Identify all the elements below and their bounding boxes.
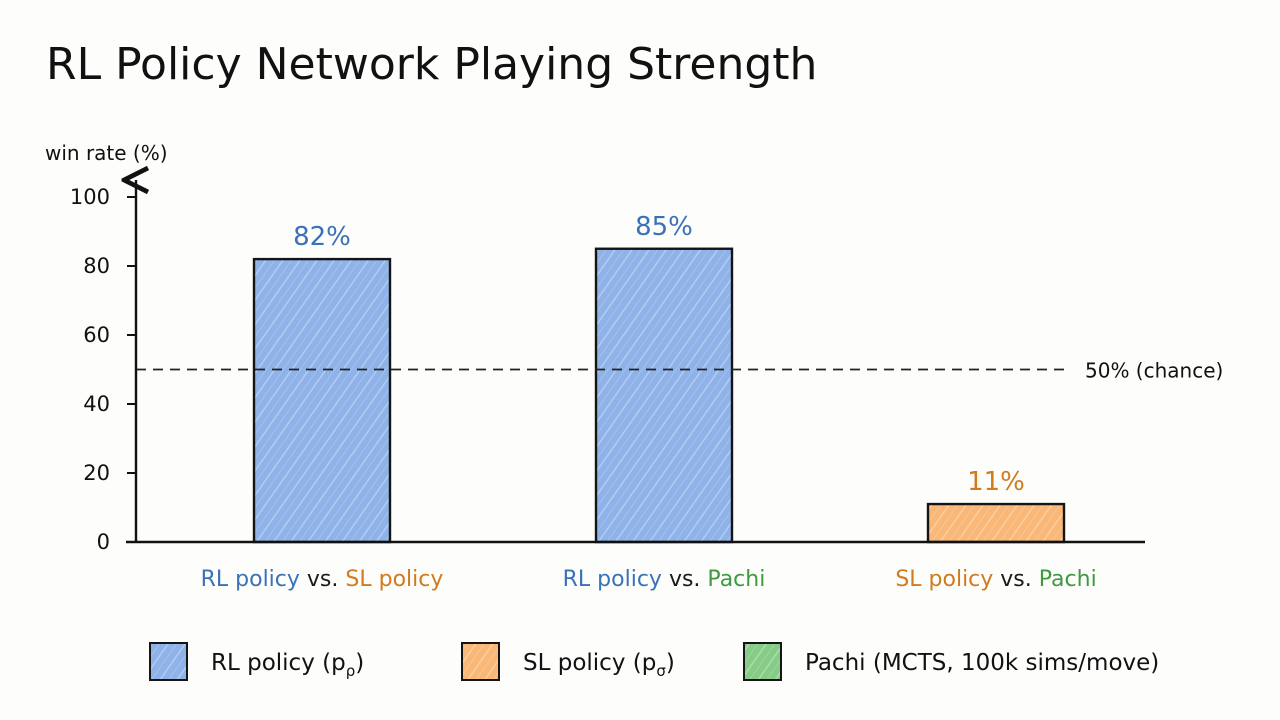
legend-label-main: Pachi (MCTS, 100k sims/move) [805, 650, 1159, 676]
axes [126, 180, 1145, 544]
category-labels: RL policy vs. SL policy RL policy vs. Pac… [201, 567, 1097, 592]
legend-label-subscript: σ [656, 662, 666, 680]
bar-hatch [596, 248, 732, 542]
legend-label-close: ) [666, 650, 675, 676]
y-axis-label: win rate (%) [45, 141, 168, 165]
legend-item-rl: RL policy (pρ) [149, 642, 364, 681]
category-label-part: SL policy [895, 567, 993, 592]
y-tick-label: 40 [83, 392, 110, 416]
category-label-part: vs. [662, 567, 707, 592]
bar-hatch [928, 504, 1064, 542]
category-label-part: RL policy [201, 567, 300, 592]
y-tick-label: 0 [97, 530, 110, 554]
legend-item-pachi: Pachi (MCTS, 100k sims/move) [743, 642, 1159, 681]
category-label-part: vs. [993, 567, 1038, 592]
legend-swatch-outline [149, 642, 188, 681]
category-label-part: vs. [300, 567, 345, 592]
chart-title: RL Policy Network Playing Strength [46, 39, 817, 90]
legend-label-main: SL policy (p [523, 650, 656, 676]
bar-hatch [254, 259, 390, 542]
bars [252, 247, 1066, 544]
category-label-1: RL policy vs. SL policy [201, 567, 444, 592]
legend-swatch-outline [743, 642, 782, 681]
legend-label-subscript: ρ [346, 662, 356, 680]
legend-item-sl: SL policy (pσ) [461, 642, 675, 681]
data-label-2: 85% [635, 212, 693, 242]
category-label-part: SL policy [345, 567, 443, 592]
legend-label: RL policy (pρ) [211, 650, 364, 680]
category-label-3: SL policy vs. Pachi [895, 567, 1096, 592]
legend-label: Pachi (MCTS, 100k sims/move) [805, 650, 1159, 676]
category-label-2: RL policy vs. Pachi [563, 567, 766, 592]
legend-swatch-hatch [462, 643, 499, 680]
y-tick-label: 20 [83, 461, 110, 485]
y-axis-ticks: 0 20 40 60 80 100 [70, 185, 137, 554]
legend-label-close: ) [355, 650, 364, 676]
data-labels: 82% 85% 11% [293, 212, 1025, 497]
y-tick-label: 100 [70, 185, 110, 209]
reference-line-group: 50% (chance) [136, 359, 1223, 383]
category-label-part: RL policy [563, 567, 662, 592]
bar-2 [594, 247, 734, 544]
legend-swatch-hatch [150, 643, 187, 680]
legend-label-main: RL policy (p [211, 650, 346, 676]
legend: RL policy (pρ) SL policy (pσ) Pachi (MCTS,… [149, 642, 1159, 681]
data-label-1: 82% [293, 222, 351, 252]
bar-1 [252, 257, 392, 544]
y-tick-label: 80 [83, 254, 110, 278]
bar-3 [926, 502, 1066, 544]
data-label-3: 11% [967, 467, 1025, 497]
legend-swatch-hatch [744, 643, 781, 680]
category-label-part: Pachi [1039, 567, 1097, 592]
category-label-part: Pachi [707, 567, 765, 592]
legend-swatch-outline [461, 642, 500, 681]
legend-label: SL policy (pσ) [523, 650, 675, 680]
y-tick-label: 60 [83, 323, 110, 347]
reference-line-label: 50% (chance) [1085, 359, 1223, 383]
